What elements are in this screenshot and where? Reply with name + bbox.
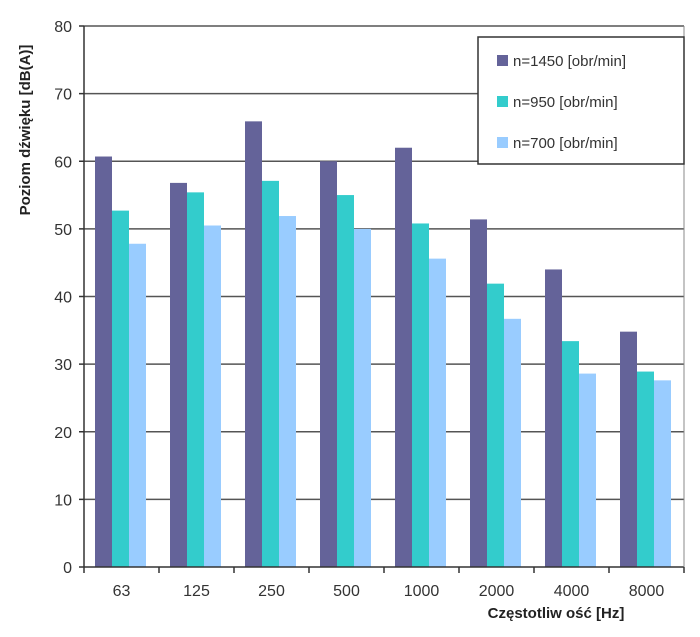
y-tick-label: 50 [54, 222, 72, 239]
legend: n=1450 [obr/min] n=950 [obr/min] n=700 [ob… [477, 36, 685, 165]
x-tick-label: 500 [333, 583, 360, 600]
bar [620, 331, 637, 567]
y-tick-label: 30 [54, 357, 72, 374]
bar [95, 156, 112, 568]
bar [262, 180, 279, 567]
y-tick-label: 20 [54, 425, 72, 442]
bar [129, 243, 146, 567]
y-tick-label: 80 [54, 19, 72, 36]
bar [354, 228, 371, 567]
bar [429, 258, 446, 567]
y-tick-label: 70 [54, 87, 72, 104]
x-axis-title: Częstotliw ość [Hz] [488, 605, 625, 622]
x-tick-label: 2000 [479, 583, 515, 600]
bar [579, 373, 596, 567]
bar [637, 371, 654, 567]
bar [412, 223, 429, 567]
x-tick-label: 1000 [404, 583, 440, 600]
bar [279, 216, 296, 567]
x-tick-labels: 63 125 250 500 1000 2000 4000 8000 [113, 583, 665, 600]
bar [320, 161, 337, 567]
y-tick-label: 60 [54, 154, 72, 171]
legend-swatch [497, 137, 508, 148]
legend-label: n=1450 [obr/min] [513, 53, 626, 70]
bar [245, 121, 262, 567]
bar [504, 318, 521, 567]
x-tick-label: 250 [258, 583, 285, 600]
bar [170, 182, 187, 567]
y-tick-label: 0 [63, 560, 72, 577]
bar [187, 192, 204, 568]
bar [487, 283, 504, 567]
legend-label: n=950 [obr/min] [513, 94, 618, 111]
legend-swatch [497, 55, 508, 66]
x-tick-label: 63 [113, 583, 131, 600]
bar [654, 380, 671, 567]
bar [395, 147, 412, 567]
y-tick-labels: 0 10 20 30 40 50 60 70 80 [54, 19, 72, 577]
bar [204, 225, 221, 567]
bar [545, 269, 562, 567]
bar [112, 210, 129, 567]
y-tick-label: 40 [54, 290, 72, 307]
bar [337, 195, 354, 567]
axes [79, 25, 685, 573]
legend-swatch [497, 96, 508, 107]
legend-label: n=700 [obr/min] [513, 135, 618, 152]
y-axis-title: Poziom dźwięku [dB(A)] [17, 45, 34, 216]
legend-box [477, 36, 685, 165]
bar [562, 341, 579, 567]
x-tick-label: 125 [183, 583, 210, 600]
bar [470, 219, 487, 567]
x-tick-label: 8000 [629, 583, 665, 600]
y-tick-label: 10 [54, 492, 72, 509]
bars [95, 121, 671, 568]
x-tick-label: 4000 [554, 583, 590, 600]
